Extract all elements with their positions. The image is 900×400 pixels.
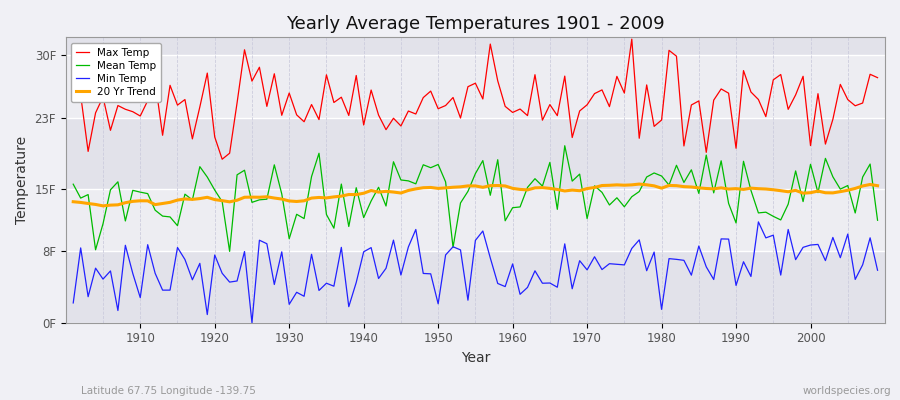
20 Yr Trend	[299, 198, 310, 203]
Line: 20 Yr Trend: 20 Yr Trend	[73, 184, 878, 206]
Min Temp	[344, 304, 355, 309]
Max Temp	[515, 107, 526, 112]
20 Yr Trend	[634, 182, 644, 186]
Bar	[66, 189, 885, 251]
Bar	[66, 251, 885, 323]
20 Yr Trend	[604, 183, 615, 188]
Bar	[66, 118, 885, 189]
Max Temp	[68, 78, 78, 82]
20 Yr Trend	[135, 198, 146, 203]
Max Temp	[604, 104, 615, 109]
Max Temp	[626, 37, 637, 42]
Min Temp	[753, 220, 764, 224]
Mean Temp	[344, 224, 355, 229]
Legend: Max Temp, Mean Temp, Min Temp, 20 Yr Trend: Max Temp, Mean Temp, Min Temp, 20 Yr Tre…	[71, 42, 161, 102]
Min Temp	[515, 292, 526, 297]
Bar	[66, 55, 885, 118]
Mean Temp	[560, 143, 571, 148]
Mean Temp	[872, 218, 883, 223]
Mean Temp	[508, 205, 518, 210]
Max Temp	[344, 113, 355, 118]
Max Temp	[872, 75, 883, 80]
Mean Temp	[128, 188, 139, 193]
Min Temp	[299, 294, 310, 299]
Line: Min Temp: Min Temp	[73, 222, 878, 323]
Max Temp	[128, 109, 139, 114]
Max Temp	[299, 119, 310, 124]
20 Yr Trend	[515, 187, 526, 192]
Min Temp	[128, 271, 139, 276]
20 Yr Trend	[872, 183, 883, 188]
Title: Yearly Average Temperatures 1901 - 2009: Yearly Average Temperatures 1901 - 2009	[286, 15, 665, 33]
Max Temp	[508, 110, 518, 115]
Line: Mean Temp: Mean Temp	[73, 146, 878, 251]
Min Temp	[872, 268, 883, 273]
Min Temp	[508, 262, 518, 266]
Mean Temp	[224, 249, 235, 254]
20 Yr Trend	[344, 192, 355, 197]
20 Yr Trend	[68, 199, 78, 204]
Text: worldspecies.org: worldspecies.org	[803, 386, 891, 396]
Mean Temp	[611, 195, 622, 200]
Bar	[66, 37, 885, 55]
Min Temp	[604, 261, 615, 266]
Mean Temp	[68, 182, 78, 186]
20 Yr Trend	[97, 204, 108, 208]
Text: Latitude 67.75 Longitude -139.75: Latitude 67.75 Longitude -139.75	[81, 386, 256, 396]
Min Temp	[68, 300, 78, 305]
Max Temp	[217, 157, 228, 162]
Y-axis label: Temperature: Temperature	[15, 136, 29, 224]
Mean Temp	[515, 204, 526, 209]
Min Temp	[247, 320, 257, 325]
20 Yr Trend	[508, 186, 518, 191]
Line: Max Temp: Max Temp	[73, 39, 878, 159]
X-axis label: Year: Year	[461, 351, 491, 365]
Mean Temp	[299, 216, 310, 221]
